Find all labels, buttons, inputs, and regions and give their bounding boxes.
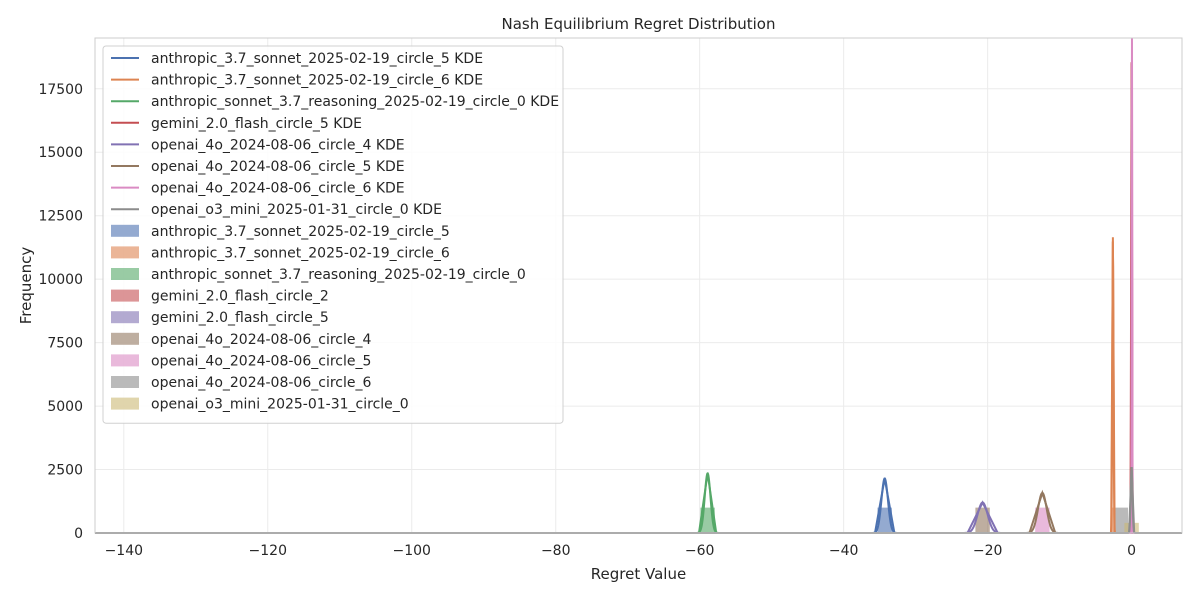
y-tick-label: 0 (74, 526, 83, 542)
legend-patch-swatch (111, 246, 139, 259)
x-tick-label: −140 (105, 543, 143, 559)
legend-label: anthropic_sonnet_3.7_reasoning_2025-02-1… (151, 267, 526, 283)
y-tick-label: 2500 (47, 463, 83, 479)
x-tick-label: −20 (973, 543, 1003, 559)
y-axis-title: Frequency (17, 247, 35, 325)
legend-label: openai_4o_2024-08-06_circle_5 (151, 353, 371, 369)
hist-bar-7 (1113, 507, 1129, 533)
legend-label: openai_4o_2024-08-06_circle_4 (151, 332, 371, 348)
legend-patch-swatch (111, 397, 139, 410)
legend-label: gemini_2.0_flash_circle_2 (151, 289, 329, 305)
hist-bar-1 (1111, 507, 1115, 533)
kde-line-4 (95, 501, 1182, 534)
legend-box (102, 45, 564, 424)
x-tick-label: −80 (541, 543, 571, 559)
x-tick-label: −40 (829, 543, 859, 559)
kde-line-7 (95, 466, 1182, 534)
x-tick-label: −120 (249, 543, 287, 559)
y-axis-ticks: 0 2500 5000 7500 10000 12500 15000 17500 (38, 82, 83, 542)
x-axis-title: Regret Value (591, 565, 686, 583)
legend-patch-swatch (111, 332, 139, 345)
hist-bar-6 (1035, 507, 1050, 533)
y-tick-label: 5000 (47, 399, 83, 415)
legend-patch-swatch (111, 376, 139, 388)
x-tick-label: −60 (685, 543, 715, 559)
legend: anthropic_3.7_sonnet_2025-02-19_circle_5… (102, 45, 564, 424)
y-tick-label: 12500 (38, 209, 83, 225)
legend-label: gemini_2.0_flash_circle_5 KDE (151, 116, 362, 132)
x-tick-label: −100 (393, 543, 431, 559)
hist-bar-5 (975, 507, 990, 533)
hist-bar-0 (877, 507, 892, 533)
x-tick-label: 0 (1127, 543, 1136, 559)
legend-label: anthropic_3.7_sonnet_2025-02-19_circle_6… (151, 73, 483, 89)
legend-patch-swatch (111, 354, 139, 367)
kde-line-2 (95, 471, 1182, 534)
y-tick-label: 7500 (47, 336, 83, 352)
y-tick-label: 17500 (38, 82, 83, 98)
legend-patch-swatch (111, 224, 139, 237)
legend-label: gemini_2.0_flash_circle_5 (151, 310, 329, 326)
legend-label: openai_4o_2024-08-06_circle_4 KDE (151, 137, 405, 153)
y-tick-label: 10000 (38, 272, 83, 288)
legend-label: openai_4o_2024-08-06_circle_6 KDE (151, 181, 405, 197)
legend-label: anthropic_3.7_sonnet_2025-02-19_circle_5… (151, 51, 483, 67)
legend-label: openai_4o_2024-08-06_circle_6 (151, 375, 371, 391)
y-tick-label: 15000 (38, 145, 83, 161)
legend-label: openai_o3_mini_2025-01-31_circle_0 KDE (151, 202, 442, 218)
legend-patch-swatch (111, 289, 139, 302)
legend-label: openai_o3_mini_2025-01-31_circle_0 (151, 397, 409, 413)
plot-area (94, 37, 1183, 534)
legend-patch-swatch (111, 268, 139, 280)
legend-label: anthropic_3.7_sonnet_2025-02-19_circle_6 (151, 245, 450, 261)
kde-line-5 (95, 491, 1182, 534)
chart-title: Nash Equilibrium Regret Distribution (502, 15, 776, 33)
x-axis-ticks: −140 −120 −100 −80 −60 −40 −20 0 (105, 543, 1137, 559)
kde-line-0 (95, 477, 1182, 534)
legend-label: openai_4o_2024-08-06_circle_5 KDE (151, 159, 405, 175)
legend-label: anthropic_sonnet_3.7_reasoning_2025-02-1… (151, 94, 559, 110)
legend-patch-swatch (111, 311, 139, 324)
legend-label: anthropic_3.7_sonnet_2025-02-19_circle_5 (151, 224, 450, 240)
histogram-bars (700, 507, 1139, 533)
